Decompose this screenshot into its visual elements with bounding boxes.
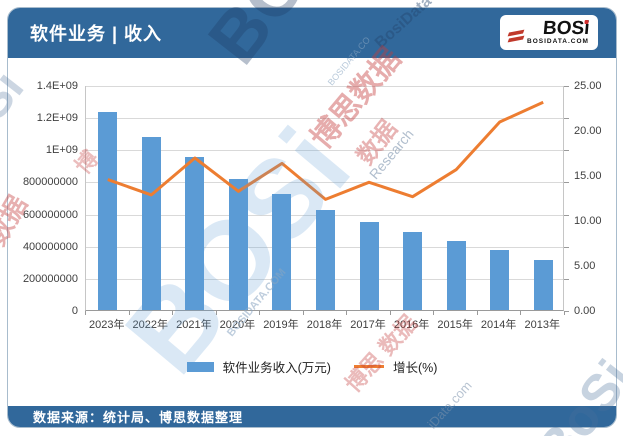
x-axis-tick xyxy=(476,311,478,315)
right-axis-tick-label: 25.00 xyxy=(574,80,602,92)
right-axis-tick xyxy=(564,246,569,248)
legend: 软件业务收入(万元) 增长(%) xyxy=(8,357,616,376)
x-axis-tick xyxy=(259,311,261,315)
left-axis-tick-label: 600000000 xyxy=(22,208,78,221)
logo-domain: BOSIDATA.COM xyxy=(527,38,589,46)
bar-2015年 xyxy=(446,241,466,310)
gridline xyxy=(86,182,563,184)
x-axis-label: 2014年 xyxy=(480,319,517,331)
left-axis-tick-label: 1E+09 xyxy=(45,144,78,157)
bar-2013年 xyxy=(533,260,553,310)
right-axis-tick xyxy=(564,311,569,312)
gridline xyxy=(86,86,563,87)
left-axis-tick-label: 0 xyxy=(71,305,78,317)
right-axis-tick xyxy=(564,278,569,280)
chart-card: 软件业务 | 收入 BOSi BOSIDATA.COM 1.4E+09 1.2E+… xyxy=(7,7,617,428)
x-axis-tick xyxy=(564,311,565,315)
bar-2016年 xyxy=(403,231,423,310)
bar-2020年 xyxy=(228,179,248,310)
chart-area: 1.4E+09 1.2E+09 1E+09 800000000 600000000 400… xyxy=(8,58,616,406)
gridline xyxy=(86,118,563,120)
left-axis-tick-label: 1.2E+09 xyxy=(36,112,78,125)
x-axis-tick xyxy=(433,311,435,315)
right-axis-tick xyxy=(564,214,569,216)
x-axis-label: 2018年 xyxy=(306,319,343,331)
logo-i-dot-icon xyxy=(584,20,589,25)
x-axis-tick xyxy=(520,311,522,315)
x-axis-label: 2017年 xyxy=(350,319,386,331)
right-axis-tick-label: 10.00 xyxy=(574,215,602,227)
x-axis-label: 2019年 xyxy=(263,319,299,331)
x-axis-label: 2022年 xyxy=(132,319,169,331)
right-axis-tick xyxy=(564,150,569,152)
left-axis-tick-label: 200000000 xyxy=(22,272,78,285)
x-axis-label: 2021年 xyxy=(176,319,212,331)
x-axis-tick xyxy=(128,311,130,315)
logo-stripes-icon xyxy=(507,29,525,42)
page-title: 软件业务 | 收入 xyxy=(30,24,163,44)
logo-wordmark: BOSi xyxy=(541,18,590,40)
right-axis-tick-label: 0.00 xyxy=(574,305,596,317)
legend-bar-swatch-icon xyxy=(186,361,214,372)
header-bar: 软件业务 | 收入 BOSi BOSIDATA.COM xyxy=(8,8,616,58)
legend-label-growth: 增长(%) xyxy=(392,361,438,375)
right-axis-tick-label: 15.00 xyxy=(574,170,602,182)
right-axis-tick-label: 20.00 xyxy=(574,125,602,137)
bar-2014年 xyxy=(490,250,510,310)
bar-2021年 xyxy=(185,157,205,310)
bar-2023年 xyxy=(98,112,118,310)
x-axis-label: 2013年 xyxy=(524,319,560,331)
footer-bar: 数据来源：统计局、博思数据整理 xyxy=(8,406,616,427)
legend-label-revenue: 软件业务收入(万元) xyxy=(222,361,331,375)
bar-2019年 xyxy=(272,194,292,310)
data-source: 数据来源：统计局、博思数据整理 xyxy=(33,410,244,425)
x-axis-tick xyxy=(215,311,217,315)
bar-2022年 xyxy=(141,137,161,310)
bar-2018年 xyxy=(316,210,335,310)
left-axis-tick-label: 800000000 xyxy=(22,176,78,189)
right-axis-tick xyxy=(564,86,569,87)
growth-line xyxy=(107,100,544,201)
x-axis-tick xyxy=(85,311,86,315)
gridline xyxy=(86,150,563,152)
x-axis-label: 2016年 xyxy=(393,319,430,331)
x-axis-tick xyxy=(389,311,391,315)
x-axis-label: 2023年 xyxy=(89,319,125,331)
x-axis-label: 2015年 xyxy=(437,319,473,331)
right-axis-tick xyxy=(564,182,569,184)
x-axis-tick xyxy=(302,311,304,315)
right-axis-tick-label: 5.00 xyxy=(574,260,596,272)
right-axis-tick xyxy=(564,118,569,120)
plot-area xyxy=(85,86,564,311)
x-axis-tick xyxy=(172,311,174,315)
x-axis-tick xyxy=(346,311,348,315)
left-axis-tick-label: 400000000 xyxy=(22,240,78,253)
bosi-logo: BOSi BOSIDATA.COM xyxy=(500,15,598,50)
left-axis-tick-label: 1.4E+09 xyxy=(36,80,78,92)
legend-line-swatch-icon xyxy=(353,365,384,368)
bar-2017年 xyxy=(359,221,379,310)
x-axis-label: 2020年 xyxy=(219,319,256,331)
